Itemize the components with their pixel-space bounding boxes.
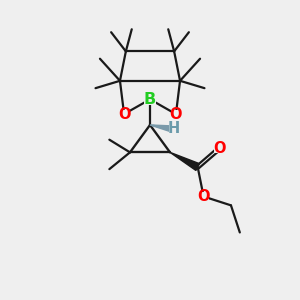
- Bar: [169, 124, 178, 133]
- Bar: [119, 110, 129, 118]
- Text: O: O: [170, 106, 182, 122]
- Bar: [214, 144, 224, 153]
- Text: B: B: [144, 92, 156, 107]
- Bar: [199, 192, 208, 201]
- Polygon shape: [170, 152, 200, 170]
- Polygon shape: [150, 125, 172, 132]
- Text: O: O: [197, 189, 210, 204]
- Bar: [171, 110, 181, 118]
- Text: H: H: [167, 121, 180, 136]
- Bar: [144, 94, 156, 105]
- Text: O: O: [118, 106, 130, 122]
- Text: O: O: [213, 141, 225, 156]
